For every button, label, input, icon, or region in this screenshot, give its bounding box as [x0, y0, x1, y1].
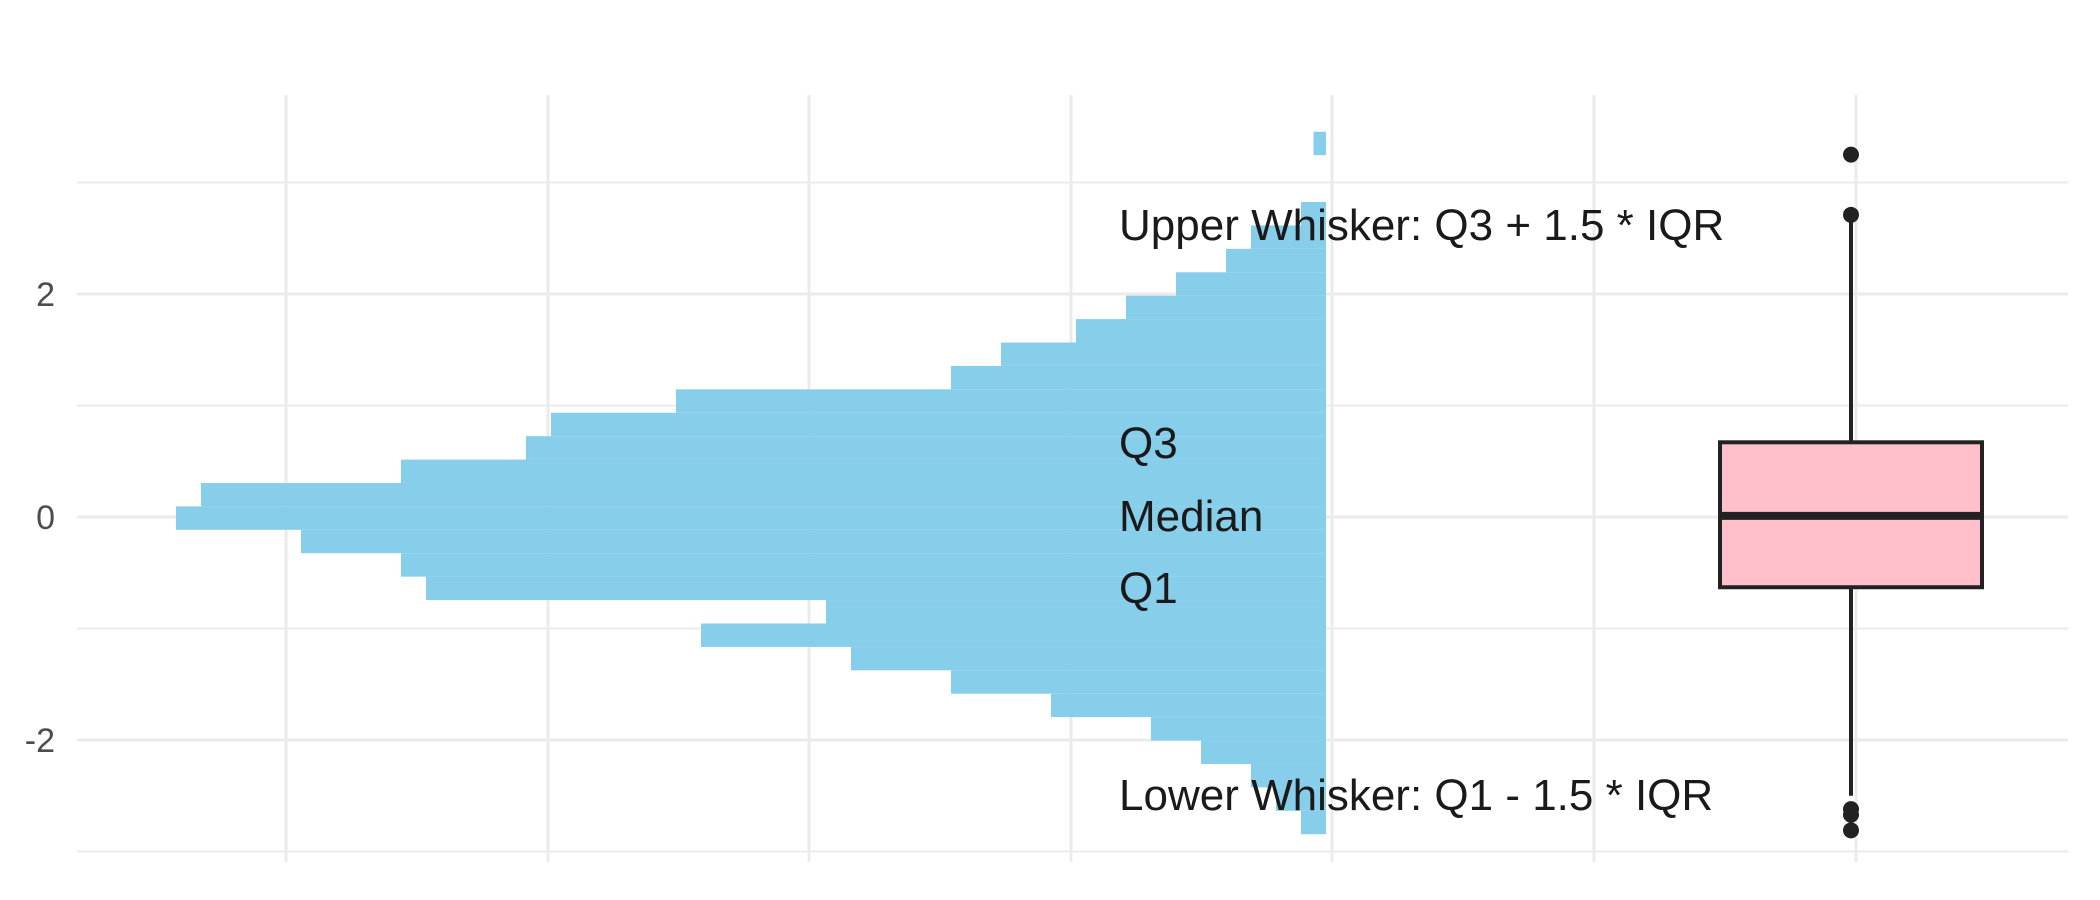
annotation-upper-whisker: Upper Whisker: Q3 + 1.5 * IQR: [1119, 201, 1724, 250]
histogram-bar: [1313, 131, 1326, 156]
histogram-bar: [301, 529, 1326, 554]
outlier-point: [1843, 146, 1859, 163]
histogram: [176, 131, 1326, 835]
annotation-q3: Q3: [1119, 419, 1178, 468]
histogram-bar: [1301, 810, 1326, 835]
outlier-point: [1843, 806, 1859, 823]
outlier-point: [1843, 206, 1859, 223]
histogram-bar: [676, 389, 1326, 413]
histogram-bar: [1251, 225, 1326, 249]
histogram-bar: [176, 506, 1326, 530]
histogram-bar: [1001, 342, 1326, 366]
histogram-bar: [1251, 763, 1326, 788]
histogram-bar: [1201, 740, 1326, 764]
histogram-bar: [826, 600, 1326, 624]
histogram-bar: [201, 482, 1326, 507]
annotations: Upper Whisker: Q3 + 1.5 * IQR Q3 Median …: [1119, 201, 1724, 820]
histogram-bar: [1126, 295, 1326, 320]
y-tick-label: -2: [25, 722, 55, 760]
histogram-bar: [951, 365, 1326, 390]
boxplot: [1718, 146, 1984, 839]
histogram-bar: [1176, 272, 1326, 296]
histogram-bar: [851, 646, 1326, 671]
y-tick-label: 0: [36, 499, 55, 537]
annotation-median: Median: [1119, 492, 1263, 541]
histogram-bar: [1151, 717, 1326, 741]
histogram-bar: [701, 623, 1326, 647]
annotation-lower-whisker: Lower Whisker: Q1 - 1.5 * IQR: [1119, 771, 1713, 820]
y-tick-label: 2: [36, 276, 55, 314]
histogram-bar: [526, 436, 1326, 460]
annotation-q1: Q1: [1119, 564, 1178, 613]
histogram-bar: [551, 412, 1326, 437]
histogram-bar: [426, 576, 1326, 601]
histogram-bar: [1301, 202, 1326, 226]
outlier-point: [1843, 822, 1859, 839]
histogram-bar: [401, 459, 1326, 483]
histogram-bar: [1226, 248, 1326, 273]
histogram-bar: [951, 670, 1326, 694]
histogram-bar: [1276, 787, 1326, 811]
y-axis-ticks: -2 0 2: [25, 276, 55, 760]
histogram-bar: [1051, 693, 1326, 718]
histogram-bar: [401, 553, 1326, 577]
histogram-bar: [1076, 319, 1326, 343]
